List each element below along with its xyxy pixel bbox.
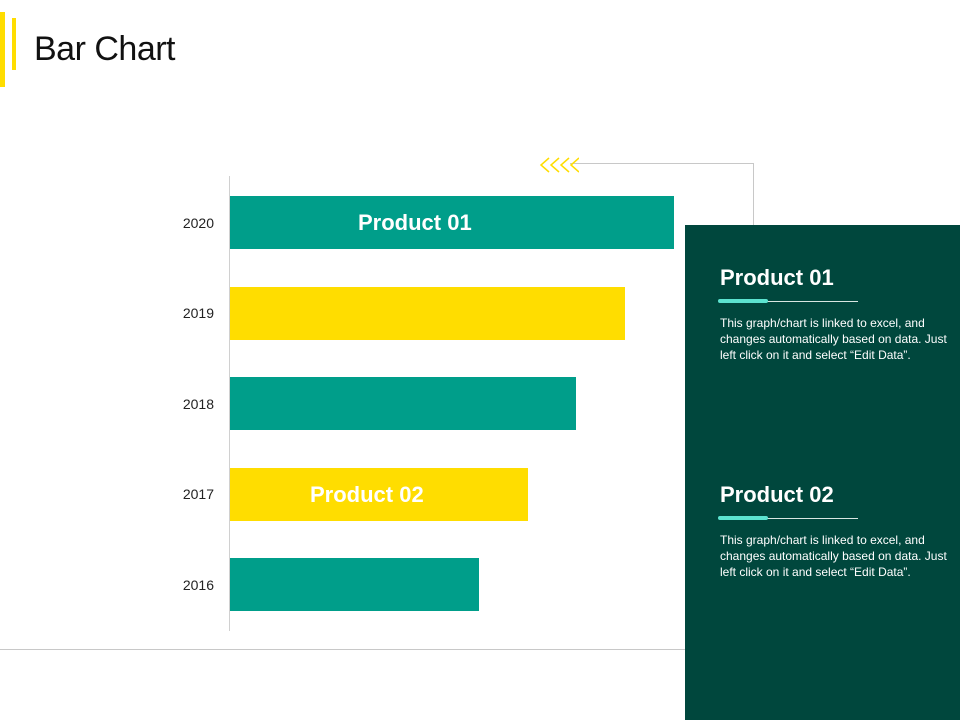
tick-label-2017: 2017 <box>182 486 214 502</box>
frame-line-bottom <box>0 649 754 650</box>
y-axis-line <box>229 176 230 631</box>
panel-item-body: This graph/chart is linked to excel, and… <box>720 533 947 579</box>
panel-item-body: This graph/chart is linked to excel, and… <box>720 316 947 362</box>
panel-item-product-01: Product 01 This graph/chart is linked to… <box>718 263 955 363</box>
title-accent-bar-inner <box>12 18 16 70</box>
info-panel: Product 01 This graph/chart is linked to… <box>685 225 960 720</box>
frame-line-top <box>570 163 753 164</box>
bar-2017: Product 02 <box>230 467 528 521</box>
bar-2018 <box>230 377 577 430</box>
panel-item-product-02: Product 02 This graph/chart is linked to… <box>718 480 955 580</box>
chevron-left-triple-icon <box>539 157 579 173</box>
bar-annotation: Product 02 <box>310 481 424 507</box>
bar-2020: Product 01 <box>230 196 675 249</box>
tick-label-2016: 2016 <box>182 576 214 593</box>
bar-annotation: Product 01 <box>358 210 472 235</box>
title-accent-bar <box>0 12 5 87</box>
tick-label-2019: 2019 <box>182 305 214 321</box>
bar-2016 <box>230 558 479 611</box>
tick-label-2020: 2020 <box>182 214 214 231</box>
panel-item-title: Product 02 <box>720 482 834 507</box>
bar-2019 <box>230 286 626 340</box>
panel-item-rule <box>718 299 955 305</box>
panel-item-rule <box>718 516 955 522</box>
panel-item-title: Product 01 <box>720 265 834 290</box>
tick-label-2018: 2018 <box>182 395 214 412</box>
page-title: Bar Chart <box>34 30 176 68</box>
